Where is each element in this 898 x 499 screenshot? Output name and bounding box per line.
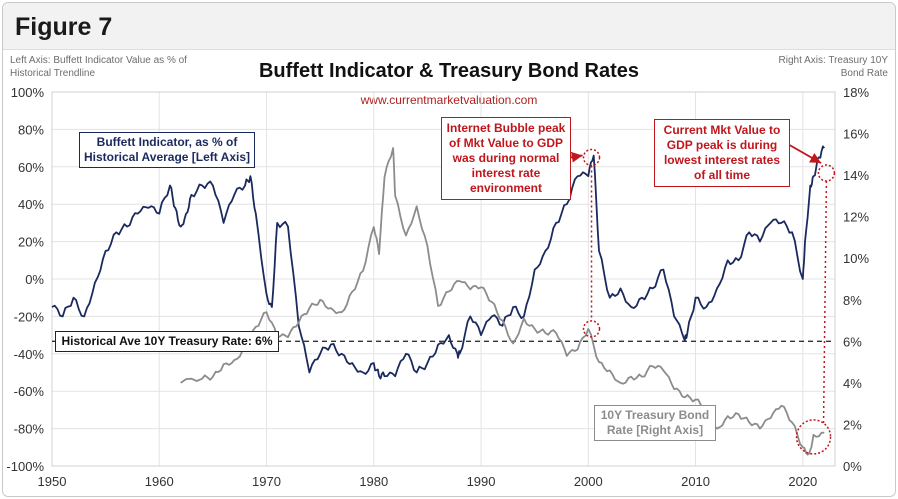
right-tick-label: 6%	[843, 334, 862, 349]
treasury-rate-line	[180, 147, 825, 456]
current-connector	[822, 181, 828, 423]
x-tick-label: 1950	[38, 474, 67, 489]
x-tick-label: 1970	[252, 474, 281, 489]
current-arrow	[785, 142, 822, 164]
left-tick-label: -80%	[14, 422, 45, 437]
left-tick-label: 20%	[18, 235, 44, 250]
left-tick-label: 60%	[18, 160, 44, 175]
website-url: www.currentmarketvaluation.com	[360, 93, 538, 107]
right-tick-label: 0%	[843, 459, 862, 474]
left-tick-label: 0%	[25, 272, 44, 287]
right-tick-label: 4%	[843, 376, 862, 391]
chart-title: Buffett Indicator & Treasury Bond Rates	[258, 60, 640, 82]
left-tick-label: -60%	[14, 384, 45, 399]
x-tick-label: 2000	[574, 474, 603, 489]
right-tick-label: 8%	[843, 293, 862, 308]
left-tick-label: -20%	[14, 309, 45, 324]
right-tick-label: 10%	[843, 251, 869, 266]
current-peak-highlight	[817, 164, 836, 182]
left-tick-label: 40%	[18, 197, 44, 212]
buffett-series-label: Buffett Indicator, as % of Historical Av…	[79, 132, 255, 168]
x-tick-label: 2020	[788, 474, 817, 489]
treasury-series-label: 10Y Treasury Bond Rate [Right Axis]	[594, 405, 716, 441]
figure-label: Figure 7	[15, 13, 113, 41]
x-tick-label: 1980	[359, 474, 388, 489]
left-axis-note: Left Axis: Buffett Indicator Value as % …	[10, 55, 187, 79]
internet-bubble-annotation: Internet Bubble peak of Mkt Value to GDP…	[441, 117, 571, 200]
buffett-indicator-line	[51, 145, 825, 380]
left-tick-label: 80%	[18, 122, 44, 137]
right-tick-label: 12%	[843, 210, 869, 225]
plot-frame	[51, 91, 836, 467]
historical-average-label: Historical Ave 10Y Treasury Rate: 6%	[55, 331, 279, 352]
x-tick-label: 2010	[681, 474, 710, 489]
right-tick-label: 18%	[843, 85, 869, 100]
right-axis-note: Right Axis: Treasury 10Y Bond Rate	[778, 55, 889, 79]
x-tick-label: 1960	[145, 474, 174, 489]
left-tick-label: 100%	[11, 85, 45, 100]
figure-header: Figure 7	[3, 3, 895, 50]
right-tick-label: 16%	[843, 127, 869, 142]
x-tick-label: 1990	[467, 474, 496, 489]
left-tick-label: -100%	[6, 459, 44, 474]
current-peak-annotation: Current Mkt Value to GDP peak is during …	[654, 119, 790, 187]
left-tick-label: -40%	[14, 347, 45, 362]
current-rate-highlight	[795, 419, 832, 455]
right-tick-label: 2%	[843, 417, 862, 432]
right-tick-label: 14%	[843, 168, 869, 183]
